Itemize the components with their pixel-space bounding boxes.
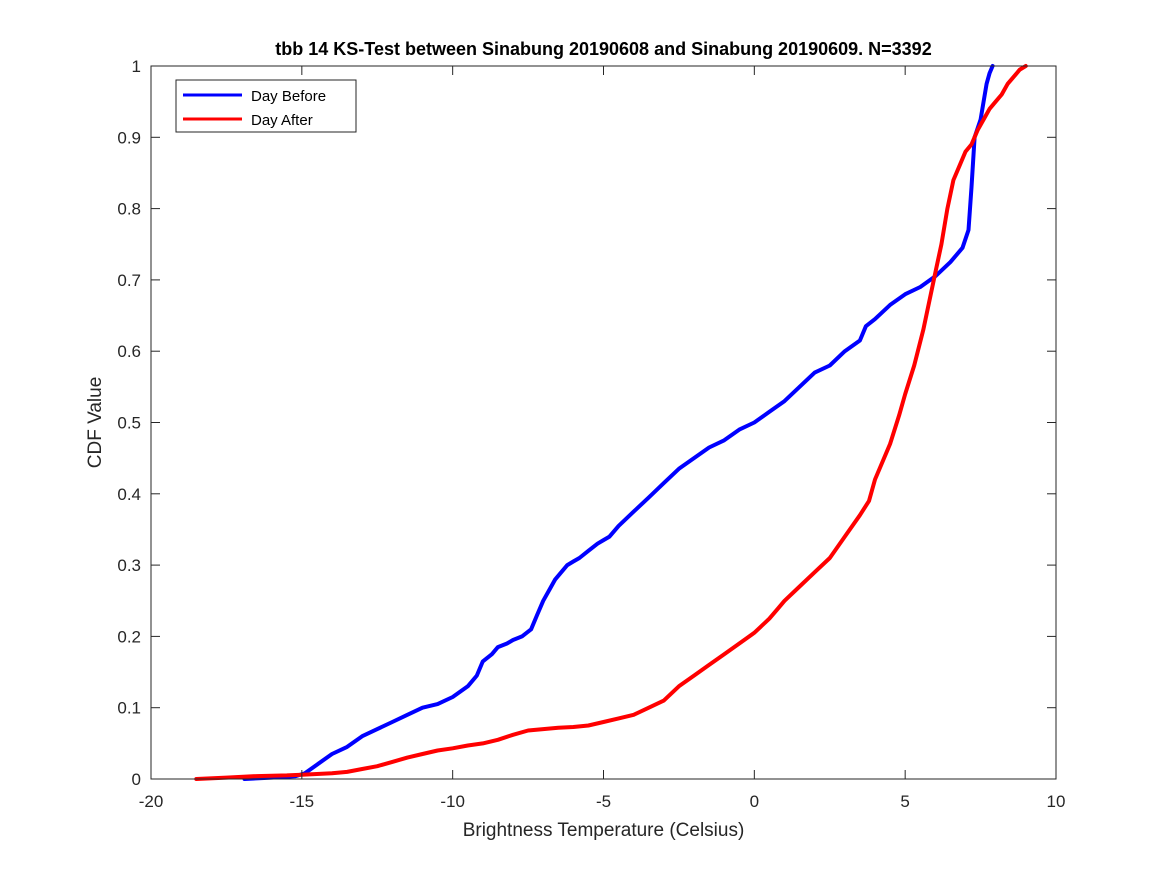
y-axis: 0 0.1 0.2 0.3 0.4 0.5 0.6 0.7 0.8 0.9 1 [117,57,1056,789]
series-line-day-after [194,64,1028,781]
y-tick-label: 0.2 [117,627,141,646]
x-axis-label: Brightness Temperature (Celsius) [463,820,745,841]
y-tick-label: 0.6 [117,342,141,361]
x-tick-label: 10 [1047,792,1066,811]
y-tick-label: 0.7 [117,271,141,290]
y-tick-label: 0.9 [117,128,141,147]
series-line-day-before [242,64,995,781]
legend-entry-day-after: Day After [251,112,313,129]
legend-entry-day-before: Day Before [251,88,326,105]
legend: Day Before Day After [175,79,357,133]
legend-box [175,79,357,133]
x-tick-label: 0 [750,792,759,811]
y-tick-label: 0.4 [117,485,141,504]
y-tick-label: 0.5 [117,414,141,433]
y-tick-label: 0.3 [117,556,141,575]
x-tick-label: -5 [596,792,611,811]
y-tick-label: 0.8 [117,200,141,219]
x-tick-label: -15 [290,792,315,811]
y-axis-label: CDF Value [85,377,106,469]
x-tick-label: -10 [440,792,465,811]
x-axis: -20 -15 -10 -5 0 5 10 [139,66,1066,811]
chart-title: tbb 14 KS-Test between Sinabung 20190608… [275,39,931,59]
y-tick-label: 0.1 [117,699,141,718]
x-tick-label: -20 [139,792,164,811]
plot-area [151,66,1056,779]
x-tick-label: 5 [900,792,909,811]
y-tick-label: 0 [132,770,141,789]
y-tick-label: 1 [132,57,141,76]
series-layer [194,64,1028,781]
